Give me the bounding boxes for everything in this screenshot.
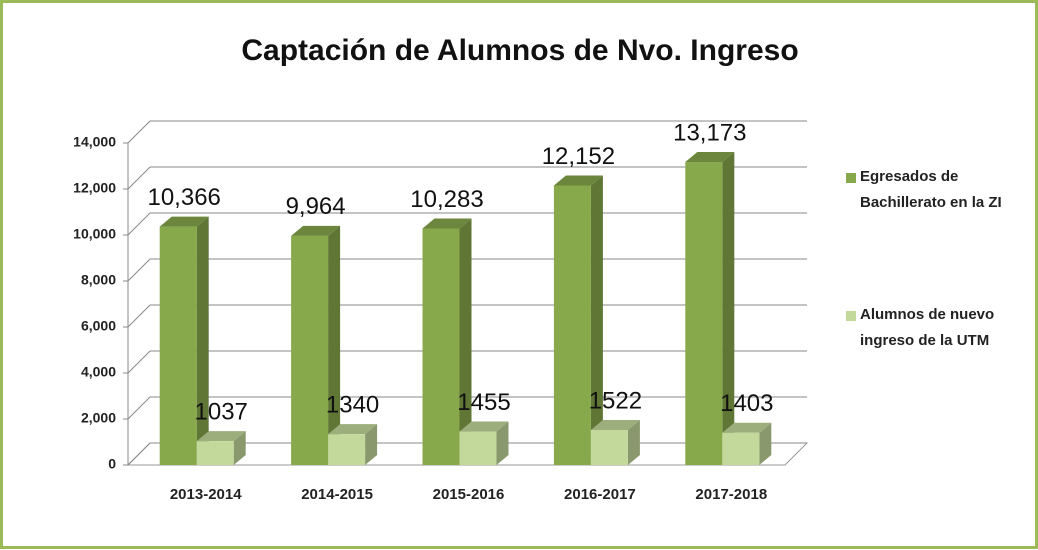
- data-label: 9,964: [286, 193, 346, 220]
- data-label: 1037: [195, 398, 248, 425]
- bar-top: [328, 424, 378, 435]
- legend-swatch: [846, 173, 856, 183]
- bar-side: [722, 152, 735, 465]
- x-tick-label: 2015-2016: [433, 486, 505, 503]
- bar-side: [365, 424, 378, 465]
- grid-line: [127, 166, 807, 190]
- legend-swatch: [846, 311, 856, 321]
- bar-top: [590, 419, 640, 430]
- y-tick-label: 12,000: [73, 180, 116, 196]
- bar: [459, 431, 497, 465]
- data-label: 13,173: [673, 119, 746, 146]
- bar: [722, 432, 760, 465]
- bar: [291, 235, 329, 465]
- y-tick-label: 8,000: [81, 272, 116, 288]
- bar-side: [759, 422, 772, 465]
- bar-top: [291, 225, 341, 236]
- bar-side: [196, 216, 209, 465]
- chart-title: Captación de Alumnos de Nvo. Ingreso: [241, 34, 798, 67]
- bar-side: [233, 431, 246, 465]
- x-tick-label: 2014-2015: [301, 486, 373, 503]
- y-tick-label: 10,000: [73, 226, 116, 242]
- bar-side: [590, 175, 603, 465]
- bar-top: [459, 421, 509, 432]
- bar: [422, 228, 460, 465]
- data-label: 1403: [720, 390, 773, 417]
- legend-label: Alumnos de nuevo ingreso de la UTM: [860, 306, 995, 349]
- y-tick-label: 0: [108, 456, 116, 472]
- x-tick-label: 2017-2018: [695, 486, 767, 503]
- bar: [685, 162, 723, 465]
- bar: [553, 185, 591, 465]
- x-tick-label: 2013-2014: [170, 486, 242, 503]
- bar: [328, 434, 366, 465]
- data-label: 12,152: [542, 143, 615, 170]
- legend-label: Egresados de Bachillerato en la ZI: [860, 168, 1002, 211]
- grid-line: [127, 120, 807, 144]
- bar-top: [685, 152, 735, 163]
- bar-side: [459, 218, 472, 465]
- x-tick-label: 2016-2017: [564, 486, 636, 503]
- bar-side: [496, 421, 509, 465]
- bar: [590, 429, 628, 465]
- bar: [196, 441, 234, 465]
- y-tick-label: 6,000: [81, 318, 116, 334]
- data-label: 1340: [326, 392, 379, 419]
- bar-top: [196, 431, 246, 442]
- bar-top: [722, 422, 772, 433]
- data-label: 1522: [589, 387, 642, 414]
- bar-top: [159, 216, 209, 227]
- y-tick-label: 2,000: [81, 410, 116, 426]
- bar-side: [328, 225, 341, 465]
- data-label: 10,366: [147, 184, 220, 211]
- bar-top: [422, 218, 472, 229]
- data-label: 1455: [457, 389, 510, 416]
- y-tick-label: 4,000: [81, 364, 116, 380]
- bar-top: [553, 175, 603, 186]
- bar: [159, 226, 197, 465]
- y-tick-label: 14,000: [73, 134, 116, 150]
- bar-side: [627, 419, 640, 465]
- data-label: 10,283: [410, 186, 483, 213]
